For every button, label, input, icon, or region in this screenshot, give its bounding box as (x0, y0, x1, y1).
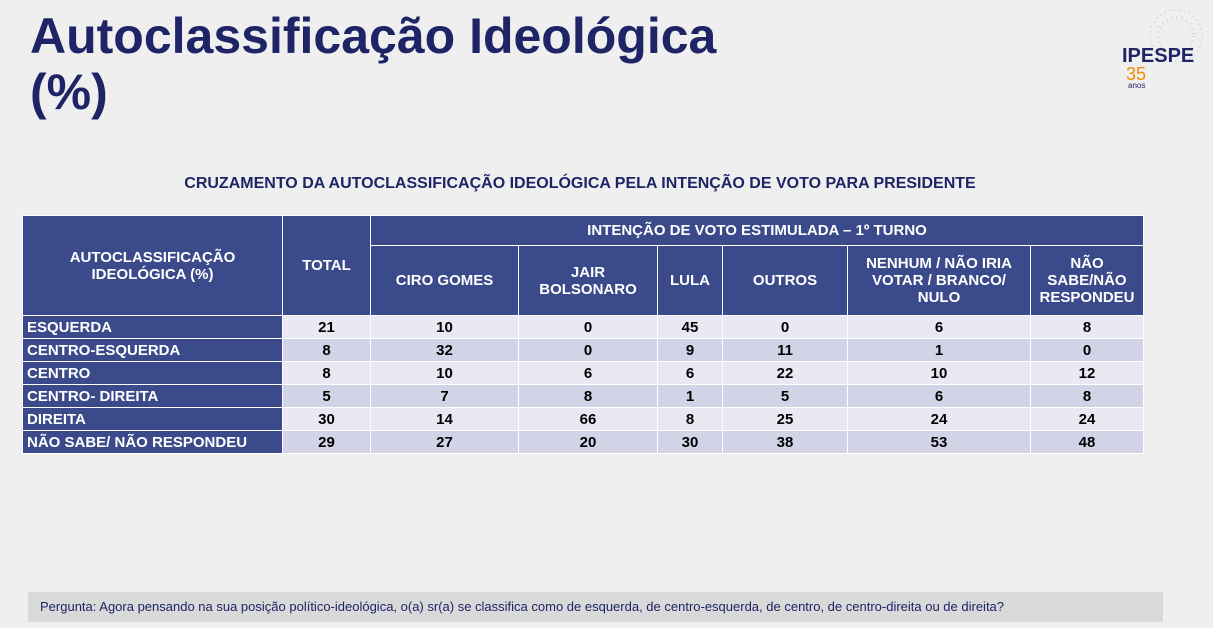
row-label: DIREITA (22, 407, 283, 431)
cell: 7 (370, 384, 519, 408)
cell: 10 (847, 361, 1031, 385)
table-row: NÃO SABE/ NÃO RESPONDEU 29 27 20 30 38 53 48 (22, 430, 1144, 454)
row-label: CENTRO (22, 361, 283, 385)
cell: 24 (847, 407, 1031, 431)
column-header: OUTROS (722, 245, 848, 316)
cell: 8 (518, 384, 658, 408)
cell: 27 (370, 430, 519, 454)
cell: 20 (518, 430, 658, 454)
total-header: TOTAL (282, 215, 371, 316)
cell: 6 (518, 361, 658, 385)
cell: 21 (282, 315, 371, 339)
cell: 6 (657, 361, 723, 385)
cell: 0 (1030, 338, 1144, 362)
column-header: CIRO GOMES (370, 245, 519, 316)
table-row: DIREITA 30 14 66 8 25 24 24 (22, 407, 1144, 431)
column-header: JAIR BOLSONARO (518, 245, 658, 316)
cell: 45 (657, 315, 723, 339)
cell: 30 (657, 430, 723, 454)
subtitle: CRUZAMENTO DA AUTOCLASSIFICAÇÃO IDEOLÓGI… (184, 175, 976, 192)
column-header: NÃO SABE/NÃO RESPONDEU (1030, 245, 1144, 316)
cell: 24 (1030, 407, 1144, 431)
row-header: AUTOCLASSIFICAÇÃO IDEOLÓGICA (%) (22, 215, 283, 316)
header-row: AUTOCLASSIFICAÇÃO IDEOLÓGICA (%) TOTAL INT… (22, 215, 1144, 316)
cell: 53 (847, 430, 1031, 454)
table: AUTOCLASSIFICAÇÃO IDEOLÓGICA (%) TOTAL INT… (22, 215, 1144, 454)
cell: 0 (722, 315, 848, 339)
cell: 8 (1030, 384, 1144, 408)
cell: 9 (657, 338, 723, 362)
cell: 38 (722, 430, 848, 454)
row-label: NÃO SABE/ NÃO RESPONDEU (22, 430, 283, 454)
logo-unit: anos (1128, 81, 1145, 90)
cell: 29 (282, 430, 371, 454)
cell: 5 (722, 384, 848, 408)
cell: 6 (847, 384, 1031, 408)
cell: 32 (370, 338, 519, 362)
cell: 1 (847, 338, 1031, 362)
cell: 10 (370, 361, 519, 385)
cell: 66 (518, 407, 658, 431)
logo-name: IPESPE (1122, 45, 1194, 67)
table-row: CENTRO 8 10 6 6 22 10 12 (22, 361, 1144, 385)
header-row: CIRO GOMES JAIR BOLSONARO LULA OUTROS NENHUM… (23, 245, 1144, 316)
cell: 1 (657, 384, 723, 408)
logo-number: 35 (1126, 64, 1146, 84)
question: Pergunta: Agora pensando na sua posição … (28, 592, 1163, 622)
cell: 8 (282, 361, 371, 385)
cell: 12 (1030, 361, 1144, 385)
group-header: INTENÇÃO DE VOTO ESTIMULADA – 1º TURNO (370, 215, 1144, 246)
cell: 10 (370, 315, 519, 339)
cell: 6 (847, 315, 1031, 339)
column-header: NENHUM / NÃO IRIA VOTAR / BRANCO/ NULO (847, 245, 1031, 316)
cell: 30 (282, 407, 371, 431)
table-row: ESQUERDA 21 10 0 45 0 6 8 (22, 315, 1144, 339)
table-row: CENTRO- DIREITA 5 7 8 1 5 6 8 (22, 384, 1144, 408)
cell: 8 (282, 338, 371, 362)
row-label: CENTRO-ESQUERDA (22, 338, 283, 362)
column-header: LULA (657, 245, 723, 316)
cell: 11 (722, 338, 848, 362)
table-row: CENTRO-ESQUERDA 8 32 0 9 11 1 0 (22, 338, 1144, 362)
cell: 0 (518, 338, 658, 362)
cell: 25 (722, 407, 848, 431)
cell: 0 (518, 315, 658, 339)
cell: 8 (1030, 315, 1144, 339)
row-label: CENTRO- DIREITA (22, 384, 283, 408)
cell: 22 (722, 361, 848, 385)
cell: 8 (657, 407, 723, 431)
row-label: ESQUERDA (22, 315, 283, 339)
cell: 14 (370, 407, 519, 431)
title: Autoclassificação Ideológica (%) (30, 8, 731, 120)
cell: 5 (282, 384, 371, 408)
cell: 48 (1030, 430, 1144, 454)
logo: IPESPE 35 anos (1122, 9, 1203, 90)
